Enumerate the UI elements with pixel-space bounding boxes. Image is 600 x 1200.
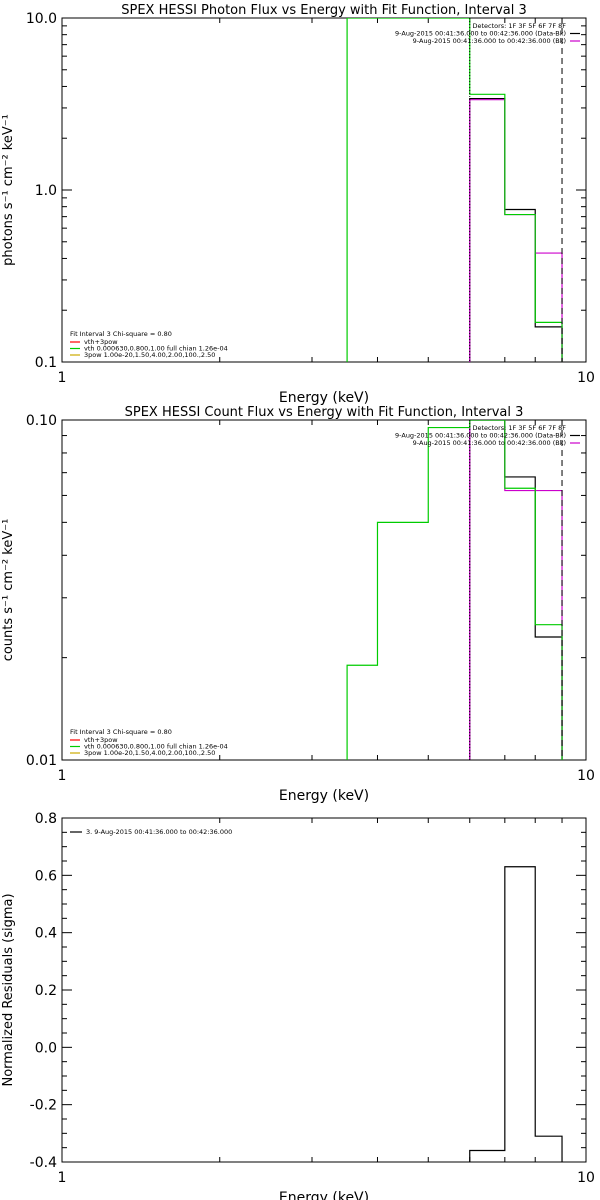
series-group — [469, 866, 563, 1162]
plot-frame — [61, 17, 587, 363]
plot-frame — [61, 817, 587, 1163]
series-line-1 — [469, 420, 563, 760]
legend-entry: 9-Aug-2015 00:41:36.000 to 00:42:36.000 … — [395, 30, 566, 38]
chart-panel-3: 1 10 -0.4 -0.2 0.0 0.2 0.4 0.6 0.8 Energy (keV) No… — [1, 811, 595, 1200]
legend-entry: 3. 9-Aug-2015 00:41:36.000 to 00:42:36.0… — [86, 828, 232, 836]
legend-entry: Detectors: 1F 3F 5F 6F 7F 8F — [472, 424, 566, 432]
series-line-1 — [469, 866, 563, 1162]
series-line-2 — [469, 420, 563, 760]
legend-entry: vth+3pow — [84, 736, 118, 744]
x-axis-ticks — [61, 18, 587, 362]
y-tick-label: 0.0 — [35, 1040, 57, 1056]
fit-summary: Fit Interval 3 Chi-square = 0.80 — [70, 728, 172, 736]
x-tick-label: 10 — [577, 370, 595, 386]
y-axis-label: photons s⁻¹ cm⁻² keV⁻¹ — [1, 114, 16, 266]
series-line-3 — [346, 420, 563, 760]
y-tick-label: 0.4 — [35, 926, 57, 942]
legend-entry: Detectors: 1F 3F 5F 6F 7F 8F — [472, 22, 566, 30]
y-tick-label: 0.10 — [26, 413, 57, 429]
y-tick-label: -0.4 — [30, 1155, 57, 1171]
x-axis-label: Energy (keV) — [279, 788, 369, 804]
x-tick-label: 1 — [58, 768, 67, 784]
x-tick-label: 1 — [58, 370, 67, 386]
y-tick-label: 0.6 — [35, 868, 57, 884]
series-line-1 — [469, 97, 563, 362]
legend-top: 3. 9-Aug-2015 00:41:36.000 to 00:42:36.0… — [70, 828, 232, 836]
chart-title: SPEX HESSI Photon Flux vs Energy with Fi… — [121, 3, 527, 18]
x-tick-label: 10 — [577, 1170, 595, 1186]
legend-top: Detectors: 1F 3F 5F 6F 7F 8F9-Aug-2015 0… — [395, 22, 580, 45]
chart-panel-1: 1 10 0.1 1.0 10.0 SPEX HESSI Photon Flux vs E… — [1, 3, 595, 406]
legend-entry: vth 0.000630,0.800,1.00 full chian 1.26e… — [84, 743, 228, 751]
x-axis-label: Energy (keV) — [279, 390, 369, 406]
plot-frame — [61, 419, 587, 761]
legend-bottom: Fit Interval 3 Chi-square = 0.80vth+3pow… — [70, 330, 228, 359]
legend-entry: vth+3pow — [84, 338, 118, 346]
x-axis-label: Energy (keV) — [279, 1190, 369, 1200]
legend-entry: 9-Aug-2015 00:41:36.000 to 00:42:36.000 … — [413, 37, 566, 45]
chart-title: SPEX HESSI Count Flux vs Energy with Fit… — [125, 405, 524, 420]
x-tick-label: 10 — [577, 768, 595, 784]
y-axis-label: Normalized Residuals (sigma) — [1, 893, 16, 1086]
series-group — [346, 18, 563, 362]
y-tick-label: 10.0 — [26, 11, 57, 27]
x-axis-ticks — [61, 420, 587, 760]
y-tick-label: 0.01 — [26, 753, 57, 769]
legend-bottom: Fit Interval 3 Chi-square = 0.80vth+3pow… — [70, 728, 228, 757]
y-axis-ticks — [62, 419, 586, 761]
x-tick-label: 1 — [58, 1170, 67, 1186]
legend-top: Detectors: 1F 3F 5F 6F 7F 8F9-Aug-2015 0… — [395, 424, 580, 447]
x-axis-ticks — [61, 818, 587, 1162]
y-tick-label: 0.2 — [35, 983, 57, 999]
y-axis-ticks — [62, 17, 586, 363]
series-line-3 — [346, 18, 563, 362]
legend-entry: 3pow 1.00e-20,1.50,4.00,2.00,100.,2.50 — [84, 749, 215, 757]
series-group — [346, 420, 563, 760]
y-tick-label: 0.8 — [35, 811, 57, 827]
legend-entry: vth 0.000630,0.800,1.00 full chian 1.26e… — [84, 345, 228, 353]
y-tick-label: 1.0 — [35, 183, 57, 199]
y-axis-label: counts s⁻¹ cm⁻² keV⁻¹ — [1, 519, 16, 662]
y-axis-ticks — [62, 817, 586, 1163]
y-tick-label: -0.2 — [30, 1098, 57, 1114]
legend-entry: 9-Aug-2015 00:41:36.000 to 00:42:36.000 … — [395, 432, 566, 440]
y-tick-label: 0.1 — [35, 355, 57, 371]
legend-entry: 9-Aug-2015 00:41:36.000 to 00:42:36.000 … — [413, 439, 566, 447]
legend-entry: 3pow 1.00e-20,1.50,4.00,2.00,100.,2.50 — [84, 351, 215, 359]
chart-panel-2: 1 10 0.01 0.10 SPEX HESSI Count Flux vs Ener… — [1, 405, 595, 804]
fit-summary: Fit Interval 3 Chi-square = 0.80 — [70, 330, 172, 338]
